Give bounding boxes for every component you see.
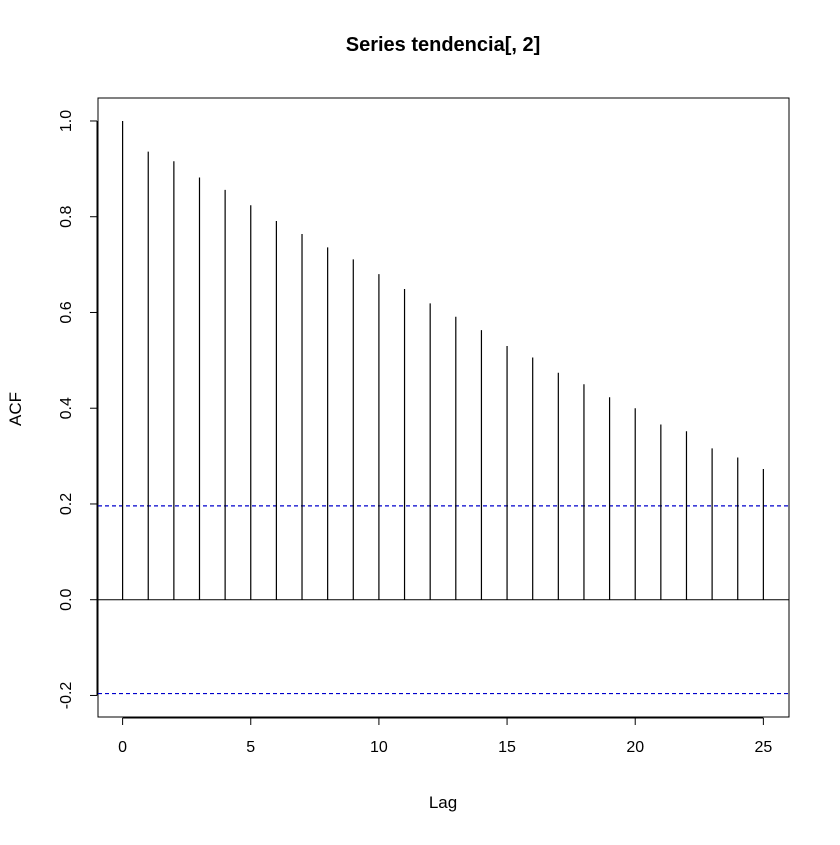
x-axis-label: Lag <box>429 793 457 812</box>
y-tick-label-4: 0.6 <box>58 301 75 323</box>
x-tick-label-0: 0 <box>118 739 127 756</box>
x-tick-label-15: 15 <box>498 739 516 756</box>
x-tick-label-10: 10 <box>370 739 388 756</box>
y-tick-label-2: 0.2 <box>58 493 75 515</box>
x-tick-label-25: 25 <box>754 739 772 756</box>
y-axis-label: ACF <box>6 392 25 426</box>
y-tick-label-5: 0.8 <box>58 206 75 228</box>
chart-title: Series tendencia[, 2] <box>346 34 541 56</box>
y-tick-label-3: 0.4 <box>58 397 75 419</box>
y-tick-label-1: 0.0 <box>58 588 75 610</box>
x-tick-label-20: 20 <box>626 739 644 756</box>
y-tick-label-0: -0.2 <box>58 682 75 710</box>
plot-area: 0 5 10 15 20 25 -0.2 0.0 0.2 0.4 0.6 0.8 1.0 <box>58 97 790 756</box>
x-tick-label-5: 5 <box>246 739 255 756</box>
plot-frame <box>97 97 790 718</box>
y-tick-label-6: 1.0 <box>58 110 75 132</box>
